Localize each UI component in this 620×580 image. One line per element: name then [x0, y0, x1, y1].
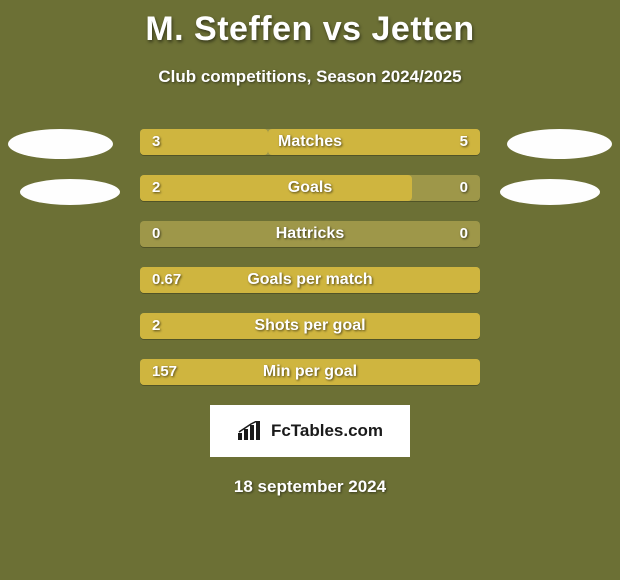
metric-row-goals: 2 Goals 0 [140, 175, 480, 201]
metric-label: Shots per goal [140, 313, 480, 339]
fctables-badge-text: FcTables.com [271, 421, 383, 441]
player-left-icon-2 [20, 179, 120, 205]
metric-label: Goals per match [140, 267, 480, 293]
metric-label: Hattricks [140, 221, 480, 247]
metric-row-hattricks: 0 Hattricks 0 [140, 221, 480, 247]
metric-label: Min per goal [140, 359, 480, 385]
fctables-badge[interactable]: FcTables.com [210, 405, 410, 457]
metric-label: Matches [140, 129, 480, 155]
metric-value-right: 0 [460, 175, 468, 201]
page-title: M. Steffen vs Jetten [0, 0, 620, 49]
metric-row-shots-per-goal: 2 Shots per goal [140, 313, 480, 339]
player-right-icon-2 [500, 179, 600, 205]
date-label: 18 september 2024 [0, 477, 620, 497]
metric-row-goals-per-match: 0.67 Goals per match [140, 267, 480, 293]
metric-label: Goals [140, 175, 480, 201]
subtitle: Club competitions, Season 2024/2025 [0, 67, 620, 87]
metric-row-matches: 3 Matches 5 [140, 129, 480, 155]
player-right-icon [507, 129, 612, 159]
metric-value-right: 5 [460, 129, 468, 155]
metric-row-min-per-goal: 157 Min per goal [140, 359, 480, 385]
metric-value-right: 0 [460, 221, 468, 247]
comparison-chart: 3 Matches 5 2 Goals 0 0 Hattricks 0 0.67… [0, 129, 620, 385]
fctables-logo-icon [237, 421, 265, 441]
player-left-icon [8, 129, 113, 159]
